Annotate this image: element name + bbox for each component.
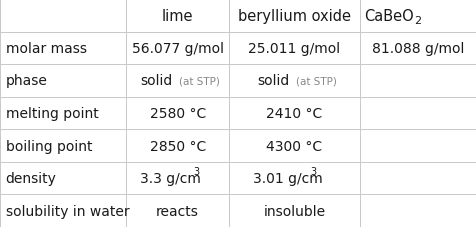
Text: 2: 2: [413, 16, 420, 26]
Text: 2410 °C: 2410 °C: [266, 106, 322, 121]
Text: solubility in water: solubility in water: [6, 204, 129, 218]
Text: 3.01 g/cm: 3.01 g/cm: [252, 171, 322, 185]
Text: 2850 °C: 2850 °C: [149, 139, 205, 153]
Text: 4300 °C: 4300 °C: [266, 139, 322, 153]
Text: insoluble: insoluble: [263, 204, 325, 218]
Text: 3: 3: [193, 166, 199, 176]
Text: beryllium oxide: beryllium oxide: [238, 9, 350, 24]
Text: solid: solid: [257, 74, 288, 88]
Text: (at STP): (at STP): [178, 76, 219, 86]
Text: 56.077 g/mol: 56.077 g/mol: [131, 42, 223, 56]
Text: lime: lime: [161, 9, 193, 24]
Text: 3: 3: [310, 166, 316, 176]
Text: phase: phase: [6, 74, 48, 88]
Text: boiling point: boiling point: [6, 139, 92, 153]
Text: melting point: melting point: [6, 106, 98, 121]
Text: density: density: [6, 171, 57, 185]
Text: (at STP): (at STP): [295, 76, 336, 86]
Text: CaBeO: CaBeO: [363, 9, 413, 24]
Text: reacts: reacts: [156, 204, 198, 218]
Text: 2580 °C: 2580 °C: [149, 106, 205, 121]
Text: molar mass: molar mass: [6, 42, 87, 56]
Text: 25.011 g/mol: 25.011 g/mol: [248, 42, 340, 56]
Text: solid: solid: [140, 74, 172, 88]
Text: 3.3 g/cm: 3.3 g/cm: [140, 171, 200, 185]
Text: 81.088 g/mol: 81.088 g/mol: [372, 42, 464, 56]
